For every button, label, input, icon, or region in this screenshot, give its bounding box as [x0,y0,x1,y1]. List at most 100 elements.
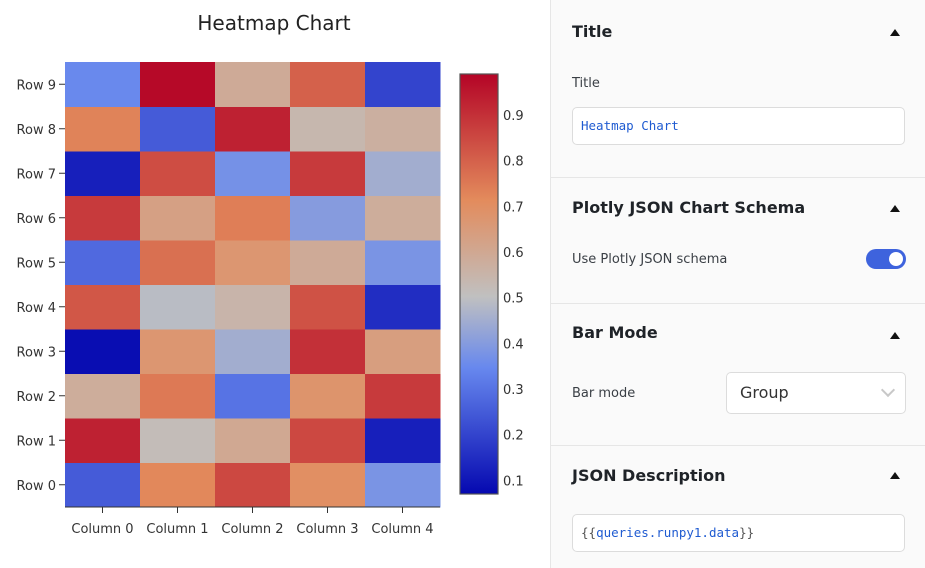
y-tick-label: Row 4 [17,301,56,316]
heatmap-cell[interactable] [65,151,141,196]
heatmap-cell[interactable] [65,329,141,374]
heatmap-cell[interactable] [65,373,141,419]
use-plotly-schema-label: Use Plotly JSON schema [572,252,728,267]
collapse-caret-icon[interactable] [890,472,900,479]
heatmap-cell[interactable] [140,106,216,152]
heatmap-cell[interactable] [215,62,291,107]
heatmap-cell[interactable] [365,151,441,196]
heatmap-cell[interactable] [65,284,141,330]
heatmap-cell[interactable] [290,62,366,107]
heatmap-cell[interactable] [65,462,141,508]
colorbar-tick-label: 0.8 [503,155,524,170]
collapse-caret-icon[interactable] [890,205,900,212]
heatmap-cell[interactable] [290,106,366,152]
heatmap-cell[interactable] [215,373,291,419]
bar-mode-value: Group [740,383,789,402]
chevron-down-icon [880,382,896,398]
heatmap-cell[interactable] [140,62,216,107]
divider [551,303,925,304]
heatmap-cell[interactable] [215,195,291,241]
brace-close: }} [739,525,755,540]
title-section-header[interactable]: Title [572,22,613,41]
brace-open: {{ [581,525,597,540]
heatmap-cell[interactable] [215,106,291,152]
heatmap-cell[interactable] [290,373,366,419]
heatmap-cell[interactable] [215,284,291,330]
chart-title: Heatmap Chart [197,11,350,35]
heatmap-cell[interactable] [215,418,291,463]
heatmap-cell[interactable] [365,240,441,285]
heatmap-cell[interactable] [215,329,291,374]
heatmap-cell[interactable] [65,106,141,152]
heatmap-cell[interactable] [290,462,366,508]
x-tick-label: Column 3 [296,522,358,537]
heatmap-cell[interactable] [215,240,291,285]
divider [551,177,925,178]
json-description-input[interactable]: {{queries.runpy1.data}} [572,514,905,552]
heatmap-cell[interactable] [215,462,291,508]
heatmap-cell[interactable] [365,62,441,107]
use-plotly-schema-toggle[interactable] [866,249,906,269]
colorbar-tick-label: 0.9 [503,109,524,124]
colorbar-tick-label: 0.7 [503,200,524,215]
divider [551,445,925,446]
y-tick-label: Row 2 [17,390,56,405]
bar-mode-label: Bar mode [572,386,636,401]
colorbar [459,73,499,495]
heatmap-cell[interactable] [365,418,441,463]
x-tick-label: Column 4 [371,522,433,537]
heatmap-cell[interactable] [65,240,141,285]
colorbar-tick-label: 0.6 [503,246,524,261]
heatmap-cell[interactable] [290,329,366,374]
colorbar-tick-label: 0.2 [503,429,524,444]
heatmap-cell[interactable] [140,373,216,419]
title-label: Title [572,76,600,91]
chart-area: Heatmap Chart Row 0 Row 1 Row 2 Row 3 Row 4 R… [16,11,524,537]
heatmap-cell[interactable] [290,195,366,241]
heatmap-cell[interactable] [365,373,441,419]
bar-mode-select[interactable]: Group [726,372,906,414]
expression: queries.runpy1.data [596,525,740,540]
heatmap-cell[interactable] [290,418,366,463]
heatmap-cell[interactable] [140,418,216,463]
heatmap-cell[interactable] [365,195,441,241]
heatmap-cell[interactable] [290,240,366,285]
heatmap-cell[interactable] [140,151,216,196]
heatmap-cell[interactable] [140,462,216,508]
y-tick-label: Row 8 [17,123,56,138]
heatmap-cell[interactable] [65,418,141,463]
collapse-caret-icon[interactable] [890,29,900,36]
heatmap-cell[interactable] [215,151,291,196]
colorbar-tick-label: 0.4 [503,337,524,352]
heatmap-cell[interactable] [140,329,216,374]
heatmap-cell[interactable] [65,195,141,241]
heatmap-cell[interactable] [140,240,216,285]
y-tick-label: Row 1 [17,434,56,449]
heatmap-cell[interactable] [65,62,141,107]
heatmap-cell[interactable] [365,462,441,508]
heatmap-cell[interactable] [365,329,441,374]
heatmap-cell[interactable] [365,284,441,330]
x-tick-label: Column 0 [71,522,133,537]
heatmap-cell[interactable] [365,106,441,152]
toggle-knob [889,252,903,266]
heatmap-cell[interactable] [140,284,216,330]
colorbar-tick-label: 0.5 [503,292,524,307]
y-tick-label: Row 6 [17,212,56,227]
json-section-header[interactable]: JSON Description [572,466,726,485]
schema-section-header[interactable]: Plotly JSON Chart Schema [572,198,806,217]
x-tick-label: Column 2 [221,522,283,537]
collapse-caret-icon[interactable] [890,332,900,339]
heatmap-cell[interactable] [140,195,216,241]
colorbar-tick-label: 0.3 [503,383,524,398]
y-tick-label: Row 0 [17,479,56,494]
heatmap-cell[interactable] [290,151,366,196]
properties-panel: Title Title Heatmap Chart Plotly JSON Ch… [550,0,925,568]
title-input[interactable]: Heatmap Chart [572,107,905,145]
barmode-section-header[interactable]: Bar Mode [572,323,658,342]
y-tick-label: Row 9 [17,78,56,93]
heatmap-chart: Heatmap Chart Row 0 Row 1 Row 2 Row 3 Row 4 R… [17,11,524,537]
y-tick-label: Row 7 [17,167,56,182]
colorbar-tick-label: 0.1 [503,474,524,489]
heatmap-cell[interactable] [290,284,366,330]
